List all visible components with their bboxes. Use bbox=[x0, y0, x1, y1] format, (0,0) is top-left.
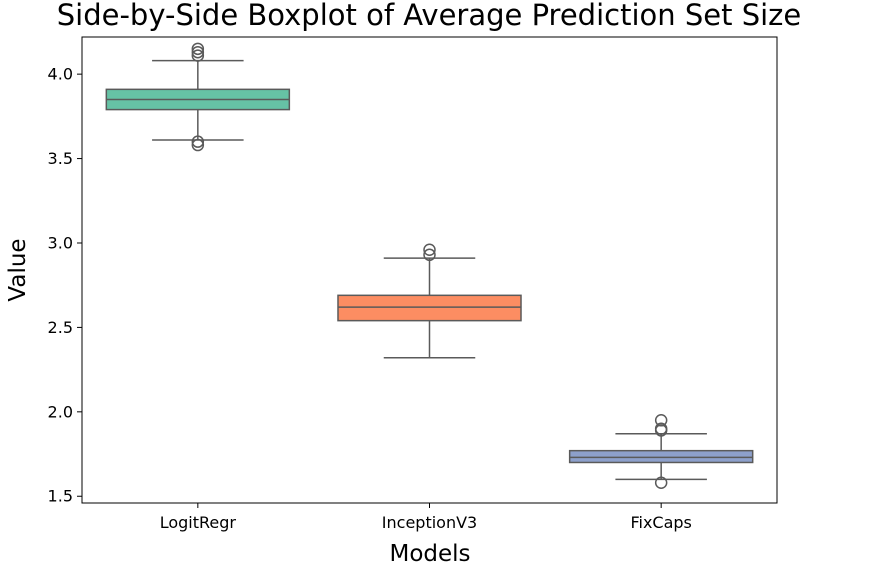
outlier-point bbox=[191, 42, 205, 56]
boxes-layer bbox=[105, 42, 754, 489]
chart-title: Side-by-Side Boxplot of Average Predicti… bbox=[57, 0, 801, 32]
outlier-point bbox=[654, 414, 668, 427]
y-tick-label: 3.5 bbox=[48, 149, 73, 168]
outlier-point bbox=[423, 243, 436, 256]
y-tick-label: 1.5 bbox=[48, 487, 73, 506]
y-tick-label: 2.0 bbox=[48, 402, 73, 421]
box-group-inceptionv3 bbox=[337, 243, 522, 359]
x-tick-label: FixCaps bbox=[630, 513, 691, 532]
iqr-box bbox=[568, 449, 754, 464]
x-axis-label: Models bbox=[389, 541, 470, 567]
outlier-point bbox=[654, 424, 668, 437]
x-tick-label: LogitRegr bbox=[160, 513, 237, 532]
outlier-point bbox=[191, 135, 205, 148]
x-tick-label: InceptionV3 bbox=[382, 513, 477, 532]
y-tick-label: 3.0 bbox=[48, 233, 73, 252]
box-group-fixcaps bbox=[568, 414, 754, 489]
outlier-point bbox=[423, 248, 436, 262]
y-tick-label: 2.5 bbox=[48, 318, 73, 337]
y-tick-label: 4.0 bbox=[48, 65, 73, 84]
outlier-point bbox=[191, 45, 205, 59]
x-axis: LogitRegr InceptionV3 FixCaps bbox=[160, 503, 692, 532]
outlier-point bbox=[191, 138, 205, 152]
y-axis-label: Value bbox=[5, 238, 31, 301]
y-axis: 1.5 2.0 2.5 3.0 3.5 4.0 bbox=[48, 65, 82, 506]
box-group-logitregr bbox=[105, 42, 291, 152]
outlier-point bbox=[191, 49, 205, 62]
iqr-box bbox=[337, 294, 522, 322]
outlier-point bbox=[654, 476, 668, 489]
